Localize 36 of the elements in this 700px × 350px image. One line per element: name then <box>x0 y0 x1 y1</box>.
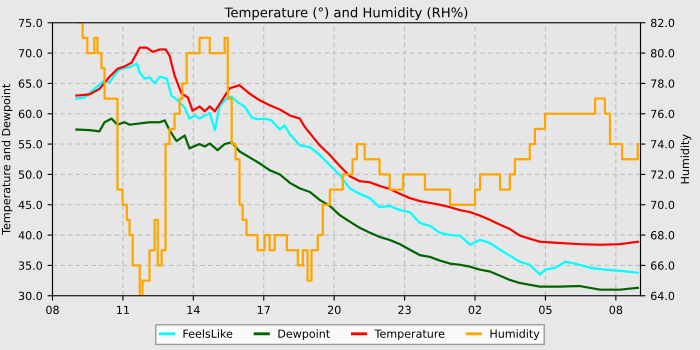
chart-title: Temperature (°) and Humidity (RH%) <box>224 7 468 20</box>
x-tick-label: 05 <box>539 306 552 314</box>
y-tick-label: 65.0 <box>18 79 42 88</box>
y-tick-label: 60.0 <box>18 110 42 118</box>
y2-tick-label: 68.0 <box>651 231 674 240</box>
legend-label: Dewpoint <box>278 329 330 340</box>
legend-label: FeelsLike <box>184 329 232 338</box>
x-tick-label: 11 <box>117 306 129 314</box>
y-tick-label: 45.0 <box>18 200 42 210</box>
x-tick-label: 08 <box>610 306 622 314</box>
y-tick-label: 70.0 <box>18 49 42 58</box>
y2-tick-label: 64.0 <box>651 292 674 300</box>
y2-tick-label: 80.0 <box>650 49 674 58</box>
x-tick-label: 17 <box>258 306 270 314</box>
y-tick-label: 50.0 <box>18 170 42 179</box>
x-tick-label: 14 <box>187 306 200 314</box>
y2-tick-label: 72.0 <box>651 170 674 179</box>
y2-tick-label: 70.0 <box>651 200 674 210</box>
y2-tick-label: 82.0 <box>650 18 674 28</box>
y2-tick-label: 78.0 <box>651 79 674 88</box>
y-tick-label: 30.0 <box>18 292 42 300</box>
x-tick-label: 23 <box>398 306 411 314</box>
y2-tick-label: 76.0 <box>651 110 674 118</box>
y-tick-label: 55.0 <box>18 140 42 148</box>
y-tick-label: 40.0 <box>18 231 42 240</box>
y2-axis-title: Humidity <box>680 134 692 184</box>
x-tick-label: 20 <box>328 306 341 314</box>
y-tick-label: 75.0 <box>18 18 42 28</box>
y2-tick-label: 74.0 <box>651 140 674 148</box>
y-tick-label: 35.0 <box>18 261 42 270</box>
legend-label: Humidity <box>490 329 540 340</box>
x-tick-label: 08 <box>46 306 59 314</box>
y2-tick-label: 66.0 <box>651 261 674 270</box>
x-tick-label: 02 <box>468 306 481 314</box>
y-axis-title: Temperature and Dewpoint <box>2 84 12 235</box>
legend-label: Temperature <box>374 330 444 340</box>
